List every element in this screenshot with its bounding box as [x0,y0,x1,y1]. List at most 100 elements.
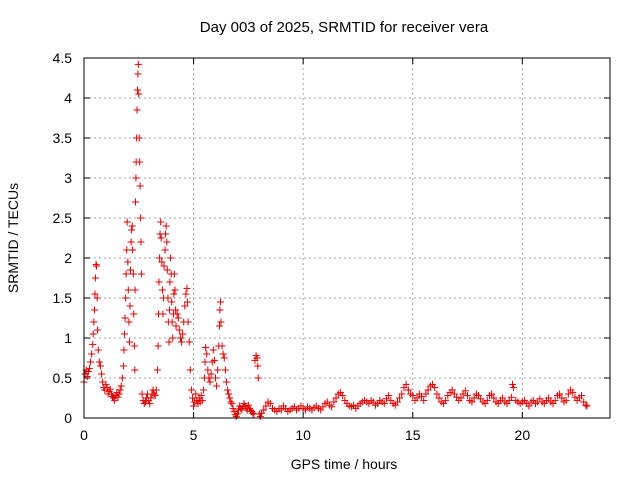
data-point-marker [215,322,223,330]
data-point-marker [413,394,421,402]
data-point-marker [128,222,136,230]
data-point-marker [174,314,182,322]
data-point-marker [209,346,217,354]
data-point-marker [435,394,443,402]
data-point-marker [175,326,183,334]
y-tick-label: 1.5 [53,290,73,306]
data-point-marker [126,302,134,310]
data-point-marker [385,392,393,400]
data-point-marker [137,238,145,246]
data-point-marker [330,398,338,406]
data-point-marker [168,318,176,326]
data-point-marker [468,398,476,406]
data-point-marker [117,382,125,390]
data-point-marker [151,392,159,400]
data-point-marker [133,86,141,94]
data-point-marker [490,394,498,402]
data-point-marker [569,388,577,396]
data-point-marker [442,396,450,404]
data-point-marker [203,350,211,358]
data-point-marker [210,356,218,364]
data-point-marker [433,390,441,398]
data-point-marker [153,366,161,374]
data-point-marker [134,60,142,68]
data-point-marker [409,392,417,400]
data-point-marker [167,254,175,262]
data-point-marker [168,298,176,306]
data-point-marker [103,384,111,392]
data-point-marker [188,394,196,402]
data-point-marker [94,326,102,334]
y-axis-label: SRMTID / TECUs [5,183,21,293]
data-point-marker [87,358,95,366]
data-point-marker [157,218,165,226]
data-point-marker [173,310,181,318]
data-point-marker [228,400,236,408]
data-point-marker [254,362,262,370]
data-point-marker [131,286,139,294]
x-tick-label: 15 [405,427,421,443]
data-point-marker [564,390,572,398]
data-point-marker [525,402,533,410]
data-point-marker [398,390,406,398]
data-point-marker [184,318,192,326]
plot-frame [83,57,611,419]
x-tick-label: 10 [295,427,311,443]
data-point-marker [328,403,336,411]
data-point-marker [464,392,472,400]
data-point-marker [92,262,100,270]
data-point-marker [339,392,347,400]
data-point-marker [254,374,262,382]
data-point-marker [583,402,591,410]
data-points [80,60,591,420]
data-point-marker [260,406,268,414]
data-point-marker [162,230,170,238]
data-point-marker [218,342,226,350]
data-point-marker [199,386,207,394]
data-point-marker [95,358,103,366]
data-point-marker [551,396,559,404]
data-point-marker [163,266,171,274]
x-tick-label: 0 [80,427,88,443]
data-point-marker [96,362,104,370]
data-point-marker [204,366,212,374]
data-point-marker [431,384,439,392]
data-point-marker [102,380,110,388]
data-point-marker [499,394,507,402]
data-point-marker [179,330,187,338]
data-point-marker [158,286,166,294]
data-point-marker [131,366,139,374]
data-point-marker [85,364,93,372]
data-point-marker [562,396,570,404]
data-point-marker [186,366,194,374]
data-point-marker [181,302,189,310]
data-point-marker [93,294,101,302]
data-point-marker [159,310,167,318]
data-point-marker [136,182,144,190]
data-point-marker [201,358,209,366]
y-tick-label: 2 [64,250,72,266]
data-point-marker [126,266,134,274]
data-point-marker [170,290,178,298]
y-tick-label: 4.5 [53,50,73,66]
data-point-marker [141,398,149,406]
data-point-marker [227,398,235,406]
data-point-marker [154,342,162,350]
data-point-marker [137,270,145,278]
data-point-marker [558,394,566,402]
data-point-marker [380,400,388,408]
data-point-marker [448,386,456,394]
data-point-marker [422,390,430,398]
data-point-marker [233,410,241,418]
data-point-marker [219,350,227,358]
data-point-marker [202,344,210,352]
data-point-marker [150,390,158,398]
data-point-marker [160,262,168,270]
data-point-marker [213,382,221,390]
data-point-marker [129,270,137,278]
data-point-marker [116,386,124,394]
data-point-marker [393,398,401,406]
y-tick-label: 3 [64,170,72,186]
data-point-marker [220,354,228,362]
data-point-marker [90,318,98,326]
